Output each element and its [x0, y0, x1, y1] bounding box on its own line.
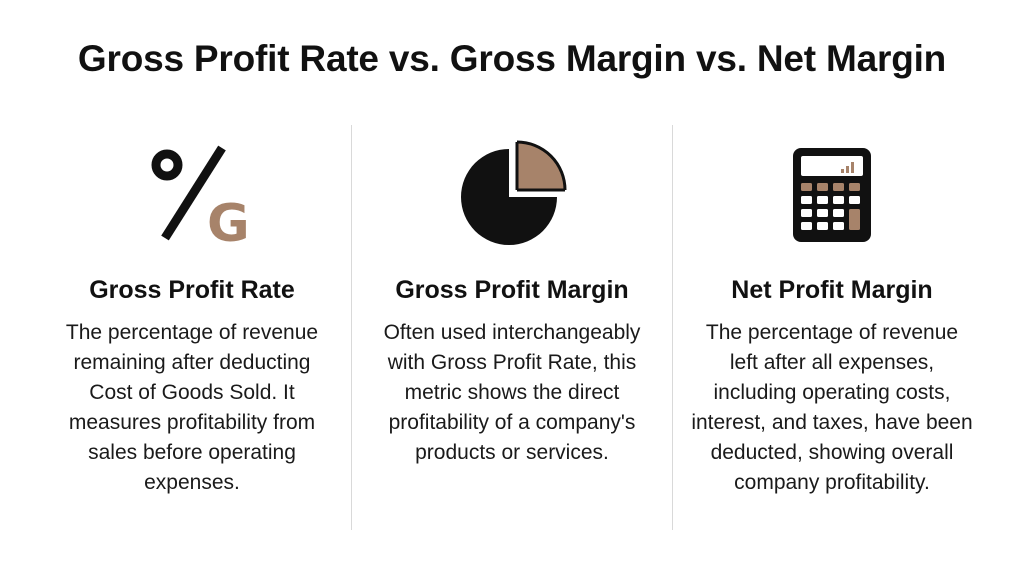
column-net-profit-margin: Net Profit Margin The percentage of reve…: [682, 140, 982, 498]
column-description: Often used interchangeably with Gross Pr…: [383, 321, 641, 464]
calculator-icon: [682, 140, 982, 250]
column-divider: [672, 125, 673, 530]
column-heading: Gross Profit Margin: [395, 276, 629, 304]
column-divider: [351, 125, 352, 530]
column-gross-profit-rate: G Gross Profit Rate The percentage of re…: [42, 140, 342, 498]
column-heading: Gross Profit Rate: [89, 276, 295, 304]
page-title: Gross Profit Rate vs. Gross Margin vs. N…: [77, 38, 947, 79]
column-gross-profit-margin: Gross Profit Margin Often used interchan…: [362, 140, 662, 468]
percent-g-icon: G: [42, 140, 342, 250]
pie-chart-icon: [362, 140, 662, 250]
svg-text:G: G: [207, 194, 247, 250]
column-heading: Net Profit Margin: [731, 276, 933, 304]
column-description: The percentage of revenue remaining afte…: [65, 321, 319, 494]
column-description: The percentage of revenue left after all…: [691, 321, 973, 494]
